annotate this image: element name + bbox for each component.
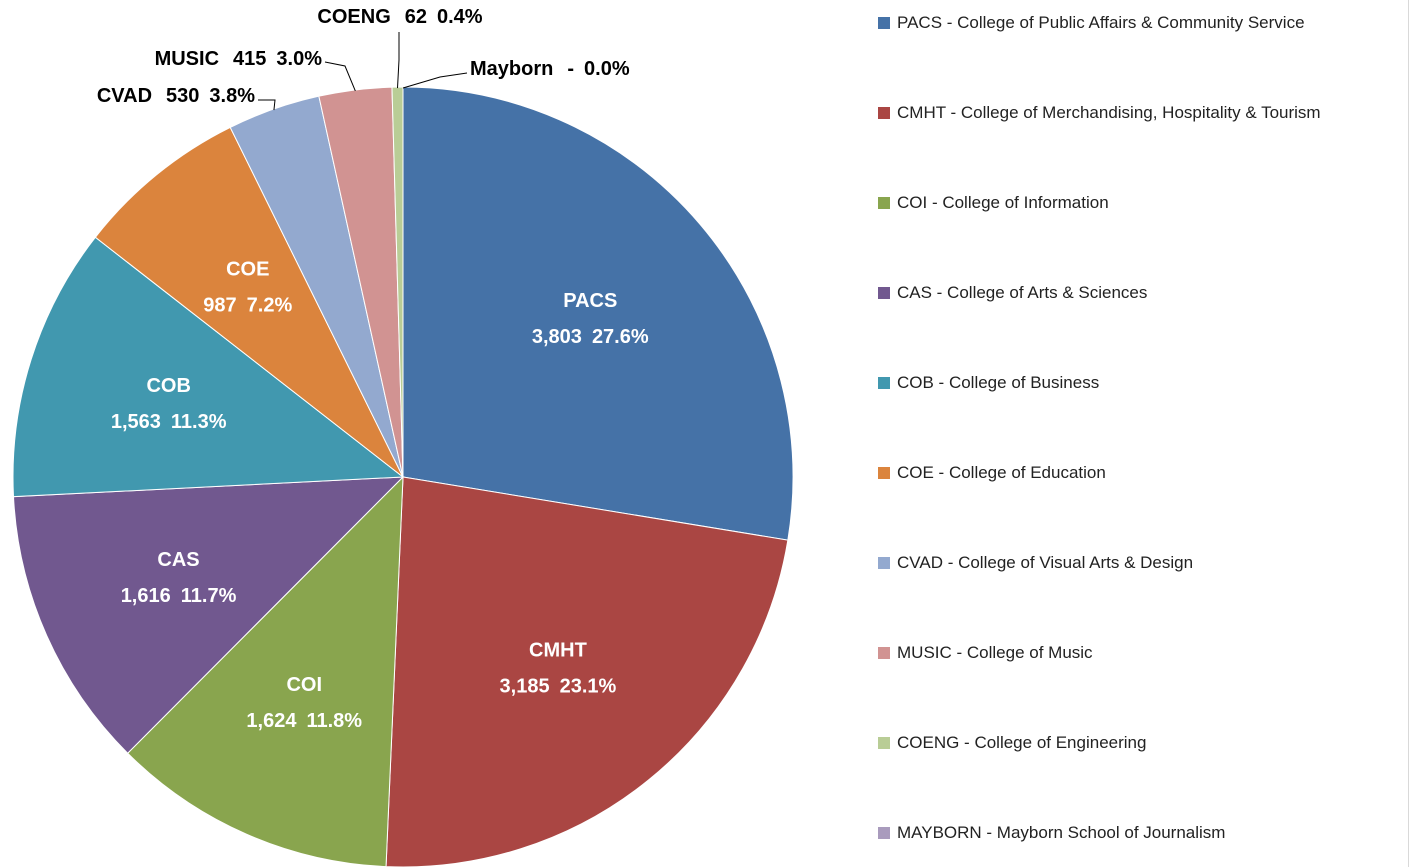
legend-item: COE - College of Education [878,462,1392,484]
slice-label: CAS [157,549,199,571]
slice-label: 987 7.2% [203,295,292,317]
legend-item: PACS - College of Public Affairs & Commu… [878,12,1392,34]
slice-label: 1,624 11.8% [246,710,362,732]
slice-name: COB [146,375,190,397]
slice-name: CMHT [529,640,587,662]
legend-swatch [878,17,890,29]
slice-value: 1,616 [121,585,171,607]
legend-label: PACS - College of Public Affairs & Commu… [897,13,1305,32]
slice-label: CMHT [529,640,587,662]
slice-label: 3,803 27.6% [532,326,649,348]
legend-swatch [878,647,890,659]
legend-label: COI - College of Information [897,193,1109,212]
slice-value: 62 [405,6,427,28]
border [1408,0,1409,867]
legend-swatch [878,737,890,749]
legend-swatch [878,287,890,299]
slice-name: COE [226,259,269,281]
slice-percent: 0.4% [437,6,483,28]
slice-label: COE [226,259,269,281]
slice-value: - [567,58,574,80]
slice-name: CAS [157,549,199,571]
slice-label: PACS [563,290,617,312]
slice-name: COENG [317,6,390,28]
slice-value: 3,803 [532,326,582,348]
legend-swatch [878,827,890,839]
slice-label: MUSIC 415 3.0% [155,48,323,70]
leader-line [397,32,400,89]
slice-label: Mayborn -0.0% [470,58,630,80]
slice-label: 1,563 11.3% [111,411,227,433]
pie-slice [12,476,405,754]
slice-percent: 11.3% [171,411,227,433]
legend-item: COI - College of Information [878,192,1392,214]
slice-percent: 3.0% [276,48,322,70]
legend-label: COB - College of Business [897,373,1100,392]
slice-name: CVAD [97,85,152,107]
slice-label: 1,616 11.7% [121,585,237,607]
slice-name: COI [286,674,322,696]
slice-label: COB [146,375,190,397]
legend-item: CMHT - College of Merchandising, Hospita… [878,102,1392,124]
legend-swatch [878,197,890,209]
slice-percent: 27.6% [592,326,649,348]
legend-label: CMHT - College of Merchandising, Hospita… [897,103,1321,122]
slice-value: 530 [166,85,199,107]
legend-label: CVAD - College of Visual Arts & Design [897,553,1194,572]
legend-label: COE - College of Education [897,463,1106,482]
slice-percent: 11.8% [306,710,362,732]
slice-percent: 7.2% [247,295,293,317]
slice-value: 1,624 [246,710,297,732]
slice-percent: 3.8% [209,85,255,107]
slice-value: 987 [203,295,236,317]
leader-line [402,72,468,89]
slice-value: 415 [233,48,266,70]
pie-chart: PACS 3,803 27.6% CMHT 3,185 23.1% COI 1,624 11.8… [12,6,794,867]
leader-line [258,99,276,111]
legend-item: CAS - College of Arts & Sciences [878,282,1392,304]
slice-name: PACS [563,290,617,312]
slice-label: 3,185 23.1% [500,676,617,698]
legend-item: CVAD - College of Visual Arts & Design [878,552,1392,574]
legend-label: COENG - College of Engineering [897,733,1147,752]
slice-name: MUSIC [155,48,219,70]
legend-swatch [878,377,890,389]
legend-item: MAYBORN - Mayborn School of Journalism [878,822,1392,844]
legend-label: CAS - College of Arts & Sciences [897,283,1148,302]
slice-label: COENG 62 0.4% [317,6,482,28]
slice-percent: 0.0% [584,58,630,80]
legend-label: MAYBORN - Mayborn School of Journalism [897,823,1226,842]
slice-value: 1,563 [111,411,161,433]
legend-item: MUSIC - College of Music [878,642,1392,664]
legend-item: COB - College of Business [878,372,1392,394]
slice-percent: 11.7% [181,585,237,607]
legend-label: MUSIC - College of Music [897,643,1093,662]
pie-slice [12,236,405,498]
slice-name: Mayborn [470,58,553,80]
slice-label: COI [286,674,322,696]
legend-item: COENG - College of Engineering [878,732,1392,754]
leader-line [324,61,356,92]
legend-swatch [878,107,890,119]
pie-slice [94,126,404,478]
slice-percent: 23.1% [560,676,617,698]
slice-value: 3,185 [500,676,550,698]
slice-label: CVAD 530 3.8% [97,85,255,107]
legend-swatch [878,467,890,479]
pie-slice [385,476,789,867]
pie-slice [402,86,794,541]
legend-swatch [878,557,890,569]
pie-slice [126,475,404,867]
